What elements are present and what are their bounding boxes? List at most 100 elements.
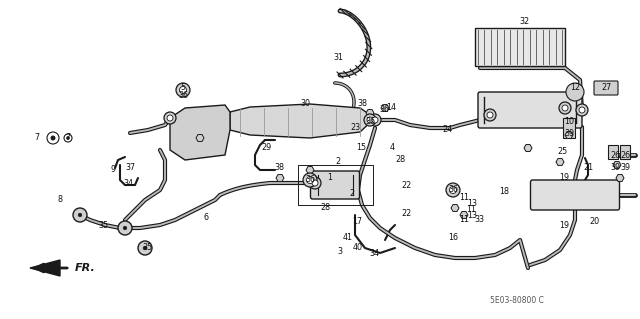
Circle shape <box>78 213 82 217</box>
Circle shape <box>118 221 132 235</box>
Circle shape <box>164 112 176 124</box>
Text: 4: 4 <box>390 144 394 152</box>
FancyBboxPatch shape <box>478 92 582 128</box>
Circle shape <box>307 176 314 183</box>
Text: 39: 39 <box>564 129 574 137</box>
Circle shape <box>124 226 127 230</box>
Text: 24: 24 <box>442 125 452 135</box>
FancyBboxPatch shape <box>594 81 618 95</box>
Text: 11: 11 <box>466 205 476 214</box>
Text: 5E03-80800 C: 5E03-80800 C <box>490 296 544 305</box>
Circle shape <box>487 112 493 118</box>
Polygon shape <box>460 211 468 219</box>
Text: 30: 30 <box>300 99 310 108</box>
Text: 34: 34 <box>123 179 133 188</box>
Circle shape <box>120 223 130 233</box>
Circle shape <box>47 132 59 144</box>
Text: 39: 39 <box>620 164 630 173</box>
Text: 12: 12 <box>570 84 580 93</box>
Circle shape <box>312 180 318 186</box>
Circle shape <box>566 83 584 101</box>
Polygon shape <box>451 189 459 196</box>
Circle shape <box>576 104 588 116</box>
FancyBboxPatch shape <box>531 180 620 210</box>
Text: 5: 5 <box>180 83 186 92</box>
Circle shape <box>562 105 568 111</box>
Text: 1: 1 <box>328 174 333 182</box>
Text: 28: 28 <box>395 155 405 165</box>
Text: 7: 7 <box>35 133 40 143</box>
Text: 8: 8 <box>58 196 63 204</box>
Text: 27: 27 <box>602 84 612 93</box>
Text: 39: 39 <box>610 164 620 173</box>
Bar <box>608 145 618 159</box>
Text: 36: 36 <box>379 105 389 114</box>
Polygon shape <box>196 135 204 141</box>
Text: 32: 32 <box>519 18 529 26</box>
Circle shape <box>73 208 87 222</box>
Text: 2: 2 <box>335 158 340 167</box>
Text: 14: 14 <box>386 102 396 112</box>
Text: 13: 13 <box>467 211 477 219</box>
Circle shape <box>167 115 173 121</box>
Text: 16: 16 <box>448 234 458 242</box>
Circle shape <box>484 109 496 121</box>
Polygon shape <box>451 204 459 211</box>
Text: 25: 25 <box>558 147 568 157</box>
Polygon shape <box>230 104 375 138</box>
Circle shape <box>446 183 460 197</box>
Text: 22: 22 <box>401 209 411 218</box>
Text: 37: 37 <box>125 162 135 172</box>
Text: 23: 23 <box>350 122 360 131</box>
Circle shape <box>138 241 152 255</box>
Bar <box>620 145 630 159</box>
Text: 38: 38 <box>274 162 284 172</box>
FancyBboxPatch shape <box>310 171 360 199</box>
Circle shape <box>75 210 85 220</box>
Text: 18: 18 <box>499 188 509 197</box>
Text: 11: 11 <box>459 192 469 202</box>
Text: 26: 26 <box>610 151 620 160</box>
Circle shape <box>143 246 147 250</box>
Circle shape <box>140 243 150 253</box>
Text: 35: 35 <box>98 221 108 231</box>
Bar <box>475 28 565 66</box>
Text: 7: 7 <box>65 133 70 143</box>
Polygon shape <box>381 105 389 111</box>
Circle shape <box>367 117 373 123</box>
Text: 6: 6 <box>204 213 209 222</box>
Text: 17: 17 <box>352 218 362 226</box>
Text: 31: 31 <box>333 53 343 62</box>
Text: 36: 36 <box>365 116 375 125</box>
Polygon shape <box>556 159 564 166</box>
Text: FR.: FR. <box>75 263 96 273</box>
Text: 35: 35 <box>142 243 152 253</box>
Text: 15: 15 <box>356 144 366 152</box>
Polygon shape <box>613 161 621 168</box>
Circle shape <box>559 102 571 114</box>
Text: 36: 36 <box>448 186 458 195</box>
Text: 26: 26 <box>620 151 630 160</box>
Circle shape <box>179 86 186 93</box>
Circle shape <box>309 177 321 189</box>
Polygon shape <box>276 174 284 182</box>
Text: 40: 40 <box>353 243 363 253</box>
Text: 34: 34 <box>369 249 379 257</box>
Polygon shape <box>366 109 374 116</box>
Text: 36: 36 <box>305 175 315 184</box>
Polygon shape <box>616 174 624 182</box>
Circle shape <box>67 137 69 139</box>
Text: 9: 9 <box>111 166 116 174</box>
Polygon shape <box>170 105 230 160</box>
Text: 20: 20 <box>589 218 599 226</box>
Text: 38: 38 <box>357 100 367 108</box>
Circle shape <box>579 107 585 113</box>
Circle shape <box>369 114 381 126</box>
Text: 11: 11 <box>459 216 469 225</box>
Text: 21: 21 <box>583 162 593 172</box>
Text: 2: 2 <box>349 189 355 197</box>
Text: 19: 19 <box>559 220 569 229</box>
Text: 10: 10 <box>564 117 574 127</box>
Text: 29: 29 <box>262 144 272 152</box>
Polygon shape <box>524 145 532 152</box>
